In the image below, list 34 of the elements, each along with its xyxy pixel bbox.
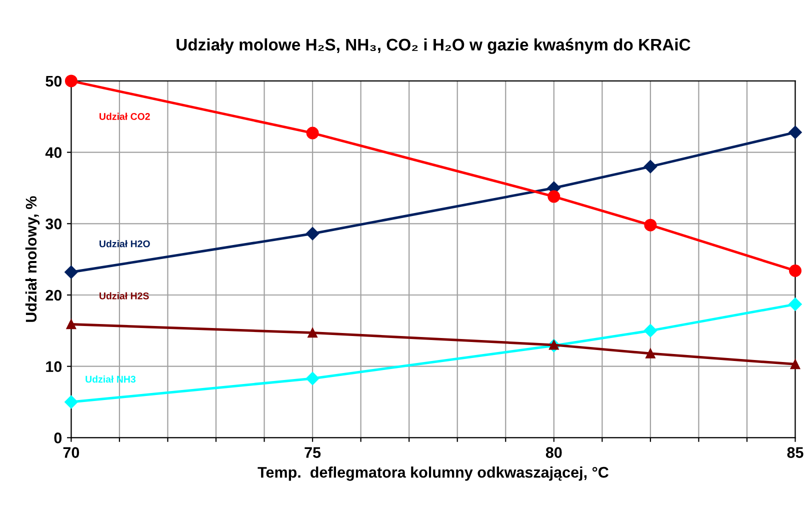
point	[644, 160, 658, 174]
point	[306, 126, 319, 140]
x-tick-label: 85	[787, 447, 804, 458]
series-label: Udział NH3	[86, 376, 136, 383]
point	[548, 190, 560, 203]
chart-title: Udziały molowe H₂S, NH₃, CO₂ i H₂O w gazie kwaśnym do KRAiC	[176, 38, 690, 54]
y-tick-label: 10	[46, 361, 62, 372]
point	[646, 348, 656, 358]
point	[644, 324, 658, 338]
x-axis-title: Temp. deflegmatora kolumny odkwaszającej, °C	[258, 466, 609, 481]
y-axis-title: Udział molowy, %	[25, 196, 40, 322]
point	[306, 372, 320, 386]
x-tick-label: 75	[304, 447, 321, 458]
point	[64, 74, 78, 88]
point	[64, 395, 78, 409]
y-tick-label: 50	[46, 76, 62, 87]
series-label: Udział CO2	[100, 112, 150, 120]
text: Udział H2S	[100, 292, 149, 300]
point	[66, 319, 76, 330]
point	[644, 218, 657, 232]
point	[788, 126, 802, 139]
x-tick-label: 80	[546, 447, 562, 458]
point	[308, 328, 318, 338]
y-tick-label: 20	[46, 290, 62, 301]
x-tick-label: 70	[63, 447, 80, 458]
y-tick-label: 40	[45, 147, 62, 158]
point	[790, 359, 800, 370]
y-tick-label: 0	[54, 432, 62, 444]
point	[788, 298, 802, 311]
point	[64, 266, 78, 279]
point	[788, 264, 802, 277]
point	[306, 227, 320, 240]
y-tick-label: 30	[46, 218, 62, 230]
series-label: Udział H2O	[100, 240, 150, 248]
